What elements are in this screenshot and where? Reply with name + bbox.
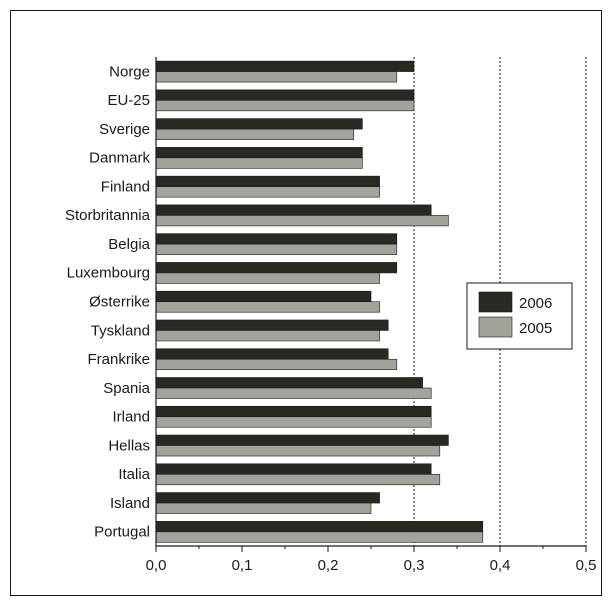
category-label-3: Danmark [89, 150, 150, 167]
bar-2006-5 [155, 204, 432, 216]
category-label-6: Belgia [108, 236, 150, 253]
bar-2006-14 [155, 463, 432, 475]
bar-2005-15 [155, 502, 372, 514]
category-labels: Norge EU-25 Sverige Danmark Finland Storbrita… [65, 63, 151, 540]
bar-2006-6 [155, 233, 398, 245]
bar-2005-7 [155, 272, 380, 284]
category-label-1: EU-25 [107, 92, 150, 109]
category-label-8: Østerrike [89, 294, 150, 311]
bar-2006-0 [155, 60, 415, 72]
category-label-13: Hellas [108, 437, 150, 454]
bar-2006-12 [155, 405, 432, 418]
legend: 2006 2005 [466, 282, 573, 350]
legend-label-2005: 2005 [519, 320, 552, 337]
legend-label-2006: 2006 [519, 295, 552, 312]
category-label-16: Portugal [94, 524, 150, 541]
bar-2006-13 [155, 434, 449, 446]
bar-2006-10 [155, 348, 389, 360]
category-label-11: Spania [103, 380, 150, 397]
bar-2005-9 [155, 330, 380, 342]
bar-2006-16 [155, 521, 484, 533]
category-label-2: Sverige [99, 121, 150, 138]
category-label-14: Italia [118, 466, 150, 483]
bar-2006-2 [155, 118, 363, 130]
bar-2005-10 [155, 358, 398, 371]
bar-2005-5 [155, 215, 449, 227]
category-label-0: Norge [109, 63, 150, 80]
category-label-12: Irland [112, 409, 150, 426]
bar-2005-4 [155, 186, 380, 198]
bar-2006-3 [155, 147, 363, 159]
bar-2006-11 [155, 377, 423, 389]
bar-2006-8 [155, 290, 372, 303]
bar-2005-1 [155, 100, 415, 112]
x-tick-label-3: 0,3 [404, 557, 425, 574]
category-label-4: Finland [101, 178, 150, 195]
x-tick-label-0: 0,0 [146, 557, 167, 574]
bar-2006-4 [155, 175, 380, 187]
x-tick-label-5: 0,5 [576, 557, 597, 574]
category-label-5: Storbritannia [65, 207, 151, 224]
x-tick-label-1: 0,1 [232, 557, 253, 574]
category-label-10: Frankrike [87, 351, 150, 368]
bar-2005-16 [155, 531, 484, 543]
bar-2005-12 [155, 416, 432, 428]
bar-2005-11 [155, 387, 432, 399]
bar-2006-1 [155, 89, 415, 101]
legend-swatch-2006 [478, 291, 513, 313]
bar-2005-13 [155, 445, 441, 457]
bar-2005-6 [155, 243, 398, 255]
bar-2005-14 [155, 473, 441, 486]
category-label-9: Tyskland [91, 322, 150, 339]
bar-2005-8 [155, 301, 380, 313]
bar-2006-7 [155, 262, 398, 274]
bar-2005-2 [155, 128, 355, 140]
bar-2006-9 [155, 319, 389, 331]
x-tick-label-2: 0,2 [318, 557, 339, 574]
bars [155, 60, 484, 543]
bar-2005-3 [155, 157, 363, 169]
category-label-7: Luxembourg [67, 265, 150, 282]
x-ticks: 0,0 0,1 0,2 0,3 0,4 0,5 [146, 546, 597, 574]
bar-2006-15 [155, 492, 380, 504]
bar-2005-0 [155, 71, 398, 83]
category-label-15: Island [110, 495, 150, 512]
x-tick-label-4: 0,4 [490, 557, 511, 574]
legend-swatch-2005 [478, 316, 513, 338]
